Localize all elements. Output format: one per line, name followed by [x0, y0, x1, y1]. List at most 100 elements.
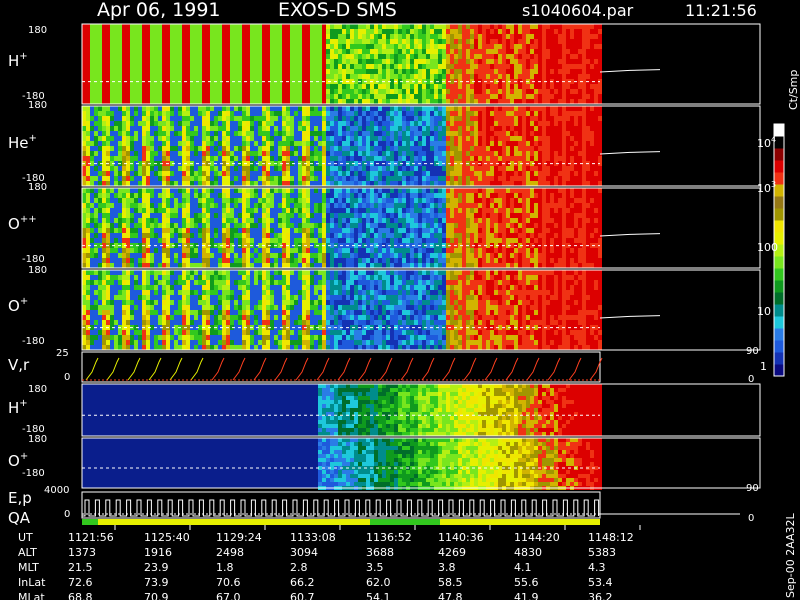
heatmap-cell — [250, 151, 254, 156]
heatmap-cell — [474, 166, 478, 171]
heatmap-cell — [114, 121, 118, 126]
heatmap-cell — [182, 24, 186, 29]
heatmap-cell — [550, 69, 554, 74]
heatmap-cell — [234, 79, 238, 84]
heatmap-cell — [222, 79, 226, 84]
heatmap-cell — [270, 136, 274, 141]
heatmap-cell — [278, 54, 282, 59]
heatmap-cell — [190, 136, 194, 141]
heatmap-cell — [542, 69, 546, 74]
heatmap-cell — [186, 106, 190, 111]
heatmap-cell — [206, 29, 210, 34]
heatmap-cell — [470, 64, 474, 69]
heatmap-cell — [414, 166, 418, 171]
heatmap-cell — [374, 156, 378, 161]
heatmap-cell — [306, 29, 310, 34]
heatmap-cell — [326, 34, 330, 39]
heatmap-cell — [410, 49, 414, 54]
heatmap-cell — [546, 89, 550, 94]
heatmap-cell — [162, 111, 166, 116]
heatmap-cell — [206, 136, 210, 141]
heatmap-cell — [402, 54, 406, 59]
heatmap-cell — [158, 171, 162, 176]
heatmap-cell — [274, 156, 278, 161]
heatmap-cell — [446, 176, 450, 181]
heatmap-cell — [498, 79, 502, 84]
heatmap-cell — [294, 181, 298, 186]
heatmap-cell — [458, 141, 462, 146]
heatmap-cell — [370, 126, 374, 131]
heatmap-cell — [382, 49, 386, 54]
heatmap-cell — [98, 84, 102, 89]
heatmap-cell — [554, 34, 558, 39]
heatmap-cell — [286, 213, 290, 218]
heatmap-cell — [490, 69, 494, 74]
heatmap-cell — [174, 39, 178, 44]
heatmap-cell — [366, 59, 370, 64]
heatmap-cell — [214, 44, 218, 49]
heatmap-cell — [470, 151, 474, 156]
heatmap-cell — [234, 233, 238, 238]
heatmap-cell — [338, 24, 342, 29]
heatmap-cell — [366, 161, 370, 166]
heatmap-cell — [562, 24, 566, 29]
heatmap-cell — [534, 39, 538, 44]
heatmap-cell — [318, 106, 322, 111]
heatmap-cell — [558, 69, 562, 74]
heatmap-cell — [110, 193, 114, 198]
heatmap-cell — [122, 34, 126, 39]
heatmap-cell — [586, 111, 590, 116]
heatmap-cell — [490, 54, 494, 59]
heatmap-cell — [138, 223, 142, 228]
heatmap-cell — [210, 166, 214, 171]
heatmap-cell — [370, 146, 374, 151]
heatmap-cell — [198, 258, 202, 263]
heatmap-cell — [422, 111, 426, 116]
heatmap-cell — [330, 89, 334, 94]
heatmap-cell — [494, 156, 498, 161]
heatmap-cell — [542, 166, 546, 171]
heatmap-cell — [242, 131, 246, 136]
heatmap-cell — [230, 126, 234, 131]
heatmap-cell — [278, 203, 282, 208]
heatmap-cell — [590, 141, 594, 146]
heatmap-cell — [362, 34, 366, 39]
heatmap-cell — [442, 171, 446, 176]
heatmap-cell — [590, 99, 594, 104]
heatmap-cell — [322, 141, 326, 146]
heatmap-cell — [590, 49, 594, 54]
heatmap-cell — [410, 34, 414, 39]
heatmap-cell — [126, 141, 130, 146]
heatmap-cell — [562, 49, 566, 54]
heatmap-cell — [198, 243, 202, 248]
heatmap-cell — [242, 181, 246, 186]
heatmap-cell — [114, 49, 118, 54]
heatmap-cell — [506, 171, 510, 176]
heatmap-cell — [350, 74, 354, 79]
heatmap-cell — [134, 176, 138, 181]
heatmap-cell — [358, 39, 362, 44]
heatmap-cell — [562, 89, 566, 94]
heatmap-cell — [418, 99, 422, 104]
heatmap-cell — [342, 54, 346, 59]
heatmap-cell — [210, 171, 214, 176]
heatmap-cell — [142, 218, 146, 223]
heatmap-cell — [238, 69, 242, 74]
heatmap-cell — [138, 188, 142, 193]
heatmap-cell — [366, 181, 370, 186]
heatmap-cell — [90, 99, 94, 104]
heatmap-cell — [82, 74, 86, 79]
heatmap-cell — [422, 24, 426, 29]
heatmap-cell — [106, 176, 110, 181]
heatmap-cell — [346, 94, 350, 99]
heatmap-cell — [258, 24, 262, 29]
heatmap-cell — [162, 258, 166, 263]
heatmap-cell — [274, 69, 278, 74]
heatmap-cell — [126, 198, 130, 203]
heatmap-cell — [594, 131, 598, 136]
heatmap-cell — [122, 181, 126, 186]
heatmap-cell — [466, 64, 470, 69]
heatmap-cell — [570, 44, 574, 49]
heatmap-cell — [378, 121, 382, 126]
heatmap-cell — [498, 121, 502, 126]
